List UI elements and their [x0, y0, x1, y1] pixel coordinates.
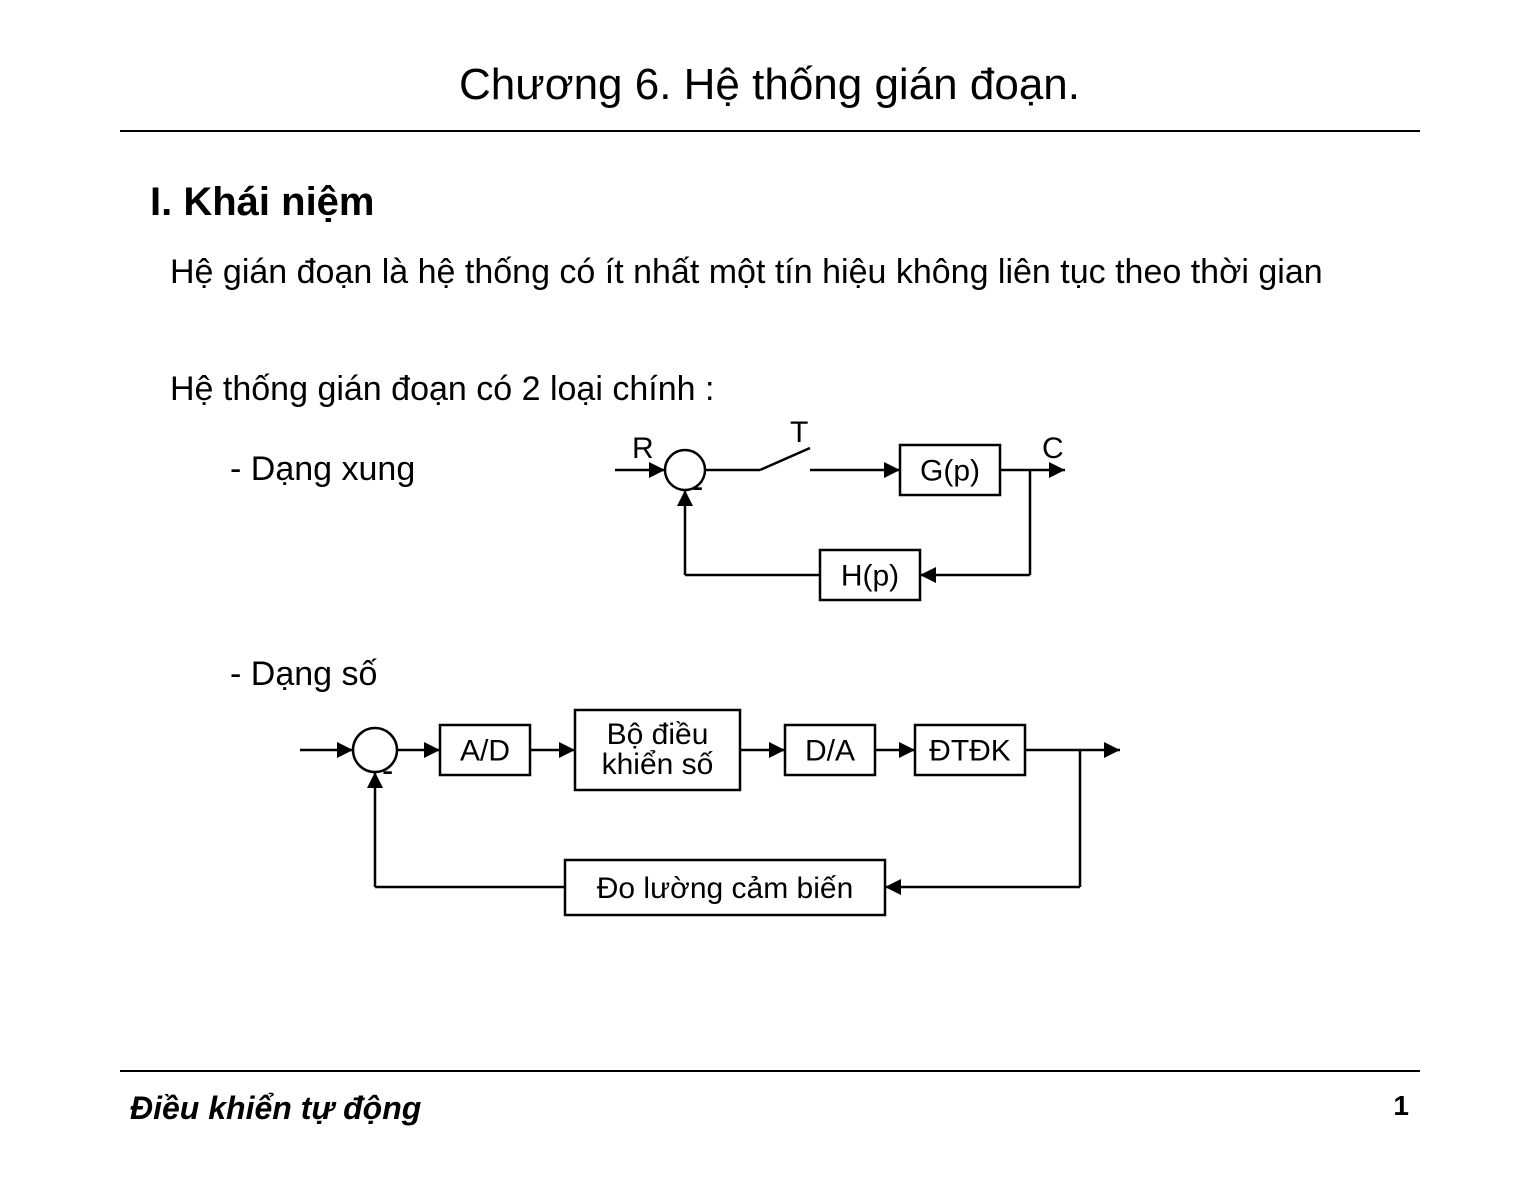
svg-text:G(p): G(p) [920, 455, 980, 488]
svg-text:A/D: A/D [460, 735, 510, 768]
svg-text:R: R [632, 432, 654, 465]
page-number: 1 [1393, 1090, 1409, 1122]
footer-title: Điều khiển tự động [130, 1090, 421, 1127]
bullet-digital: - Dạng số [230, 655, 377, 694]
paragraph-definition: Hệ gián đoạn là hệ thống có ít nhất một … [170, 250, 1390, 296]
top-divider [120, 130, 1420, 132]
bullet-pulse: - Dạng xung [230, 450, 415, 489]
svg-text:T: T [790, 420, 808, 449]
svg-text:ĐTĐK: ĐTĐK [929, 735, 1011, 768]
slide-page: Chương 6. Hệ thống gián đoạn. I. Khái ni… [0, 0, 1539, 1189]
paragraph-types: Hệ thống gián đoạn có 2 loại chính : [170, 370, 1390, 409]
section-heading: I. Khái niệm [150, 180, 375, 225]
svg-text:H(p): H(p) [841, 560, 899, 593]
svg-text:Bộ điều: Bộ điều [607, 718, 709, 751]
diagram-pulse: G(p) H(p) R T C - [610, 420, 1250, 620]
svg-text:Đo lường cảm biến: Đo lường cảm biến [597, 872, 854, 905]
svg-text:D/A: D/A [805, 735, 855, 768]
bottom-divider [120, 1070, 1420, 1072]
svg-text:-: - [692, 468, 703, 506]
svg-text:khiển số: khiển số [602, 748, 714, 781]
diagram-digital: - A/D Bộ điềukhiển số D/A ĐTĐK Đo lường cảm b… [290, 690, 1160, 930]
svg-text:-: - [382, 752, 393, 790]
svg-text:C: C [1042, 432, 1064, 465]
chapter-title: Chương 6. Hệ thống gián đoạn. [0, 60, 1539, 110]
